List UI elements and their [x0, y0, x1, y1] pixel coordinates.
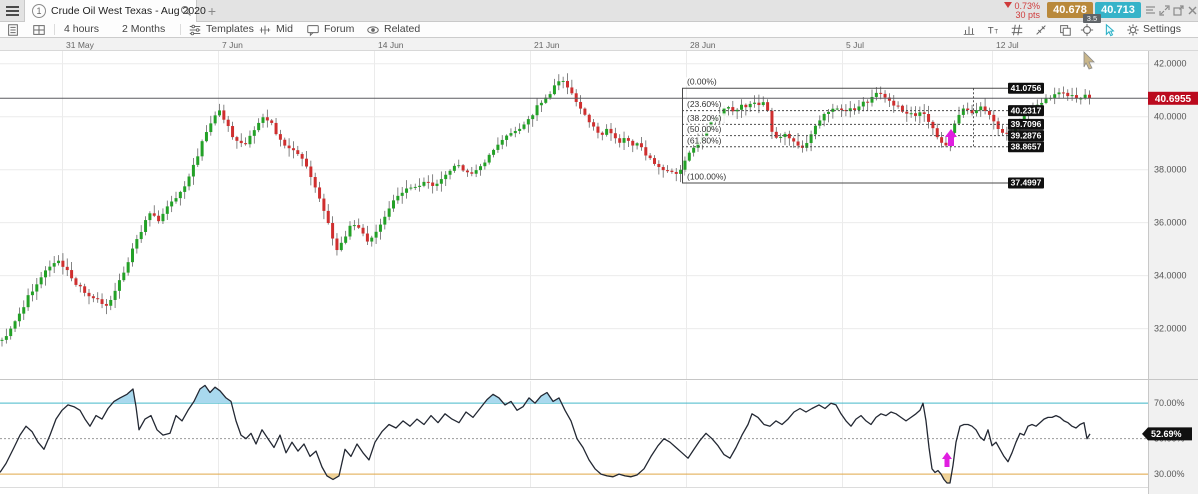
price-axis-strip — [1148, 51, 1198, 379]
price-tick: 42.0000 — [1154, 59, 1187, 69]
journal-icon[interactable] — [6, 23, 20, 37]
rsi-current-badge — [1142, 427, 1192, 441]
svg-text:T: T — [994, 29, 998, 36]
svg-text:52.69%: 52.69% — [1151, 429, 1182, 439]
rsi-indicator-canvas[interactable]: 70.00%50.00%30.00%52.69% — [0, 379, 1198, 494]
price-tick: 40.0000 — [1154, 112, 1187, 122]
svg-text:37.4997: 37.4997 — [1011, 178, 1042, 188]
date-tick: 28 Jun — [690, 40, 716, 50]
related-button[interactable]: Related — [384, 23, 421, 35]
buy-price-button[interactable]: 40.713 — [1095, 2, 1141, 18]
indicators-icon[interactable] — [962, 23, 976, 37]
mouse-cursor-icon — [1083, 51, 1095, 70]
patterns-icon[interactable] — [1010, 23, 1024, 37]
date-tick: 31 May — [66, 40, 94, 50]
svg-text:(61.80%): (61.80%) — [687, 135, 722, 145]
svg-text:(100.00%): (100.00%) — [687, 171, 726, 181]
current-price-badge — [1148, 91, 1198, 105]
templates-button[interactable]: Templates — [206, 23, 254, 35]
rsi-overbought-fill — [112, 385, 562, 404]
date-tick: 14 Jun — [378, 40, 404, 50]
svg-text:41.0756: 41.0756 — [1011, 83, 1042, 93]
tab-bar: 1 Crude Oil West Texas - Aug 2020 + 0.73… — [0, 0, 1198, 23]
watchlist-lines-icon[interactable] — [1144, 4, 1157, 17]
mid-price-button[interactable]: Mid — [276, 23, 293, 35]
range-selector[interactable]: 2 Months — [122, 23, 166, 35]
svg-text:39.2876: 39.2876 — [1011, 130, 1042, 140]
buy-signal-arrow — [945, 129, 957, 146]
price-tick: 38.0000 — [1154, 165, 1187, 175]
svg-text:40.2317: 40.2317 — [1011, 105, 1042, 115]
mid-price-icon[interactable] — [258, 23, 272, 37]
svg-text:38.8657: 38.8657 — [1011, 142, 1042, 152]
spread-badge: 3.5 — [1083, 14, 1101, 23]
settings-button[interactable]: Settings — [1143, 23, 1181, 35]
interval-selector[interactable]: 4 hours — [64, 23, 100, 35]
close-icon[interactable] — [1186, 4, 1198, 17]
add-tab-button[interactable]: + — [207, 3, 217, 19]
price-change: 0.73% 30 pts — [1004, 2, 1040, 20]
pointer-tool-icon[interactable] — [1102, 23, 1116, 37]
gridlines — [0, 51, 1148, 379]
chart-tab[interactable]: 1 Crude Oil West Texas - Aug 2020 — [25, 0, 206, 22]
rsi-tick: 70.00% — [1154, 398, 1185, 408]
drawings-icon[interactable] — [1034, 23, 1048, 37]
date-axis[interactable]: 31 May 7 Jun 14 Jun 21 Jun 28 Jun 5 Jul 12 Jul — [0, 38, 1198, 51]
sell-price-button[interactable]: 40.678 — [1047, 2, 1093, 18]
forum-icon[interactable] — [306, 23, 320, 37]
price-tick: 32.0000 — [1154, 324, 1187, 334]
chart-toolbar: 4 hours 2 Months Templates Mid Forum Rel… — [0, 22, 1198, 38]
tab-number-icon: 1 — [32, 4, 46, 18]
tab-title: Crude Oil West Texas - Aug 2020 — [51, 5, 206, 17]
svg-text:(23.60%): (23.60%) — [687, 99, 722, 109]
price-tick: 34.0000 — [1154, 271, 1187, 281]
date-tick: 21 Jun — [534, 40, 560, 50]
svg-text:(38.20%): (38.20%) — [687, 113, 722, 123]
price-chart-canvas[interactable]: 42.0000 40.0000 38.0000 36.0000 34.0000 32.00… — [0, 51, 1198, 379]
hamburger-menu-icon[interactable] — [0, 0, 25, 22]
date-tick: 7 Jun — [222, 40, 243, 50]
forum-button[interactable]: Forum — [324, 23, 355, 35]
rsi-tick: 30.00% — [1154, 469, 1185, 479]
svg-text:40.6955: 40.6955 — [1155, 94, 1192, 105]
svg-text:(50.00%): (50.00%) — [687, 124, 722, 134]
rsi-line — [0, 384, 1091, 484]
date-tick: 12 Jul — [996, 40, 1019, 50]
change-points: 30 pts — [1015, 10, 1040, 20]
related-eye-icon[interactable] — [366, 23, 380, 37]
svg-text:(0.00%): (0.00%) — [687, 77, 717, 87]
layout-grid-icon[interactable] — [32, 23, 46, 37]
svg-text:T: T — [988, 26, 994, 37]
fib-retracement: (0.00%) 41.0756 (23.60%) 40.2317 (38.20%) 39.… — [682, 77, 1044, 189]
price-tick: 36.0000 — [1154, 218, 1187, 228]
templates-icon[interactable] — [188, 23, 202, 37]
date-tick: 5 Jul — [846, 40, 864, 50]
rsi-signal-arrow — [942, 452, 952, 467]
search-icon[interactable] — [180, 5, 192, 17]
layers-icon[interactable] — [1058, 23, 1072, 37]
crosshair-icon[interactable] — [1080, 23, 1094, 37]
settings-gear-icon[interactable] — [1126, 23, 1140, 37]
triangle-down-icon — [1004, 2, 1013, 8]
svg-text:39.7096: 39.7096 — [1011, 119, 1042, 129]
popout-window-icon[interactable] — [1172, 4, 1185, 17]
change-percent: 0.73% — [1014, 1, 1040, 11]
expand-icon[interactable] — [1158, 4, 1171, 17]
